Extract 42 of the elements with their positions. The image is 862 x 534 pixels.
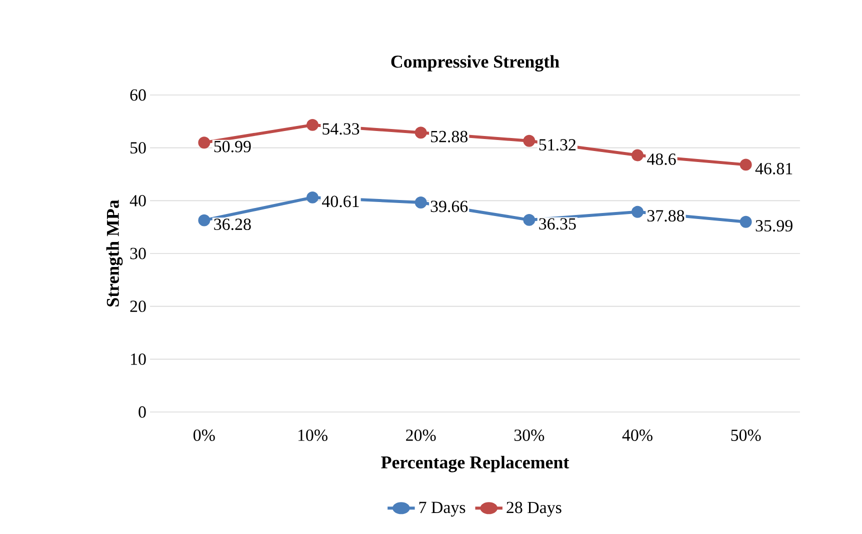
data-label: 51.32 — [539, 139, 576, 151]
y-axis-title: Strength MPa — [106, 200, 123, 306]
point — [306, 118, 318, 131]
x-tick-label: 20% — [406, 430, 436, 442]
data-label: 36.35 — [539, 218, 576, 230]
point — [414, 126, 427, 139]
y-tick-label: 20 — [130, 300, 146, 312]
y-tick-label: 0 — [138, 406, 146, 418]
point — [740, 158, 752, 171]
y-tick-label: 50 — [130, 142, 146, 154]
data-label: 54.33 — [322, 123, 360, 135]
x-axis-title: Percentage Replacement — [381, 456, 570, 472]
data-label: 40.61 — [322, 196, 359, 208]
x-tick-label: 10% — [298, 430, 328, 442]
point — [523, 134, 536, 147]
x-tick-label: 0% — [194, 430, 215, 442]
y-tick-label: 60 — [130, 89, 146, 101]
x-tick-label: 40% — [622, 430, 652, 442]
y-tick-label: 40 — [130, 194, 146, 206]
point — [523, 214, 536, 226]
point — [632, 149, 644, 162]
data-label: 46.81 — [755, 162, 792, 174]
data-label: 35.99 — [756, 220, 792, 232]
data-label: 48.6 — [647, 153, 676, 165]
data-label: 36.28 — [214, 218, 251, 230]
x-tick-label: 30% — [514, 430, 544, 442]
point — [740, 216, 752, 228]
legend-label: 28 Days — [506, 502, 562, 517]
point — [306, 191, 318, 204]
data-label: 50.99 — [214, 140, 251, 152]
point — [198, 214, 210, 226]
data-label: 37.88 — [648, 210, 684, 222]
y-tick-label: 10 — [131, 353, 146, 365]
chart-title: Compressive Strength — [391, 55, 560, 72]
point — [198, 136, 210, 149]
point — [632, 206, 644, 218]
data-label: 39.66 — [430, 200, 468, 212]
x-tick-label: 50% — [731, 430, 761, 442]
legend-label: 7 Days — [419, 502, 466, 517]
point — [414, 196, 427, 208]
y-tick-label: 30 — [130, 248, 146, 260]
data-label: 52.88 — [431, 130, 468, 142]
